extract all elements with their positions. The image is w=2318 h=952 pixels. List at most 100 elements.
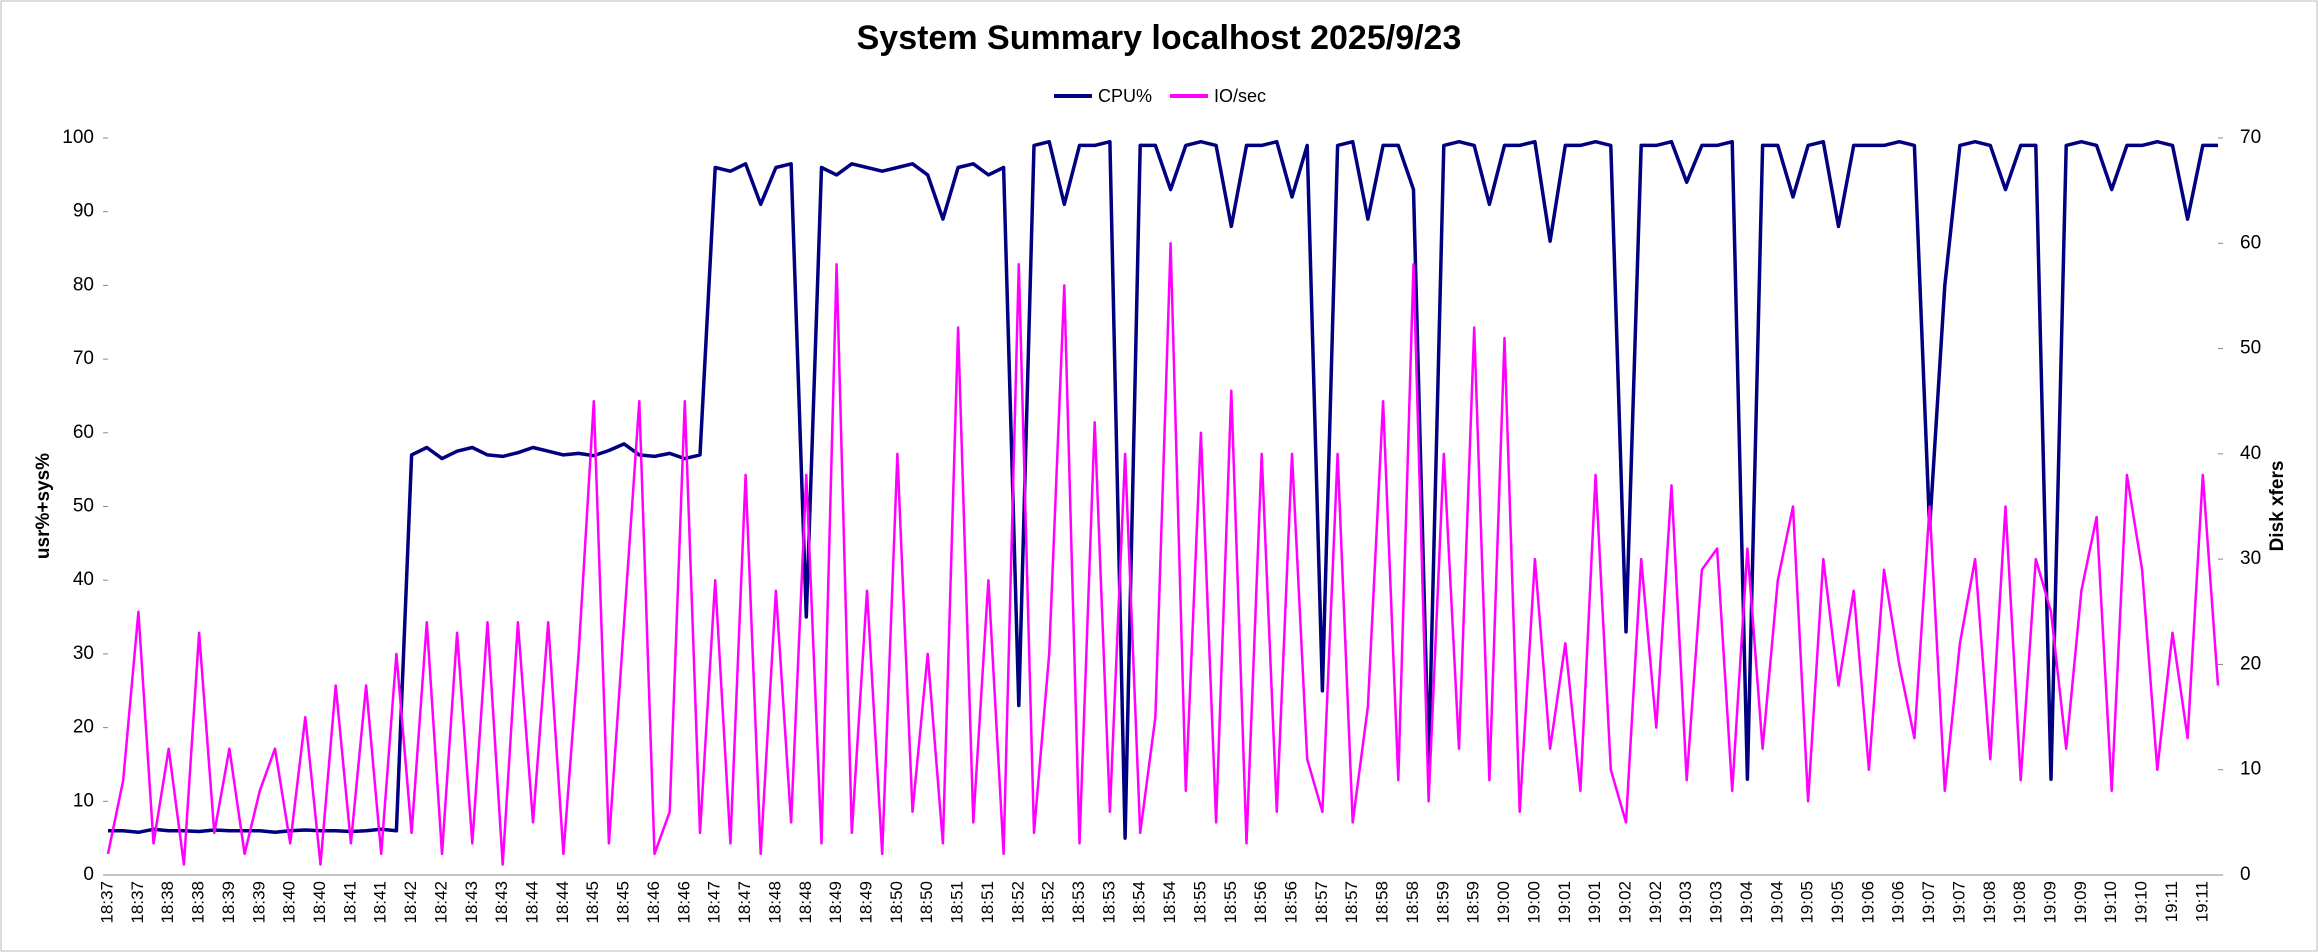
x-tick-label: 18:56 <box>1282 881 1301 924</box>
y2-tick-label: 20 <box>2240 653 2261 674</box>
x-tick-label: 18:46 <box>674 881 693 924</box>
x-tick-label: 19:04 <box>1767 881 1786 924</box>
x-tick-label: 19:09 <box>2041 881 2060 924</box>
x-tick-label: 18:37 <box>128 881 147 924</box>
x-tick-label: 18:58 <box>1403 881 1422 924</box>
x-tick-label: 19:05 <box>1828 881 1847 924</box>
x-tick-label: 18:44 <box>553 881 572 924</box>
x-tick-label: 18:52 <box>1008 881 1027 924</box>
x-tick-label: 19:10 <box>2101 881 2120 924</box>
x-tick-label: 18:59 <box>1464 881 1483 924</box>
x-tick-label: 18:55 <box>1221 881 1240 924</box>
x-tick-label: 18:50 <box>887 881 906 924</box>
x-tick-label: 18:39 <box>249 881 268 924</box>
x-tick-label: 18:49 <box>826 881 845 924</box>
x-tick-label: 18:59 <box>1433 881 1452 924</box>
series-line <box>106 242 2220 866</box>
x-tick-label: 18:41 <box>340 881 359 924</box>
y-tick-label: 100 <box>62 127 94 148</box>
x-tick-label: 18:42 <box>401 881 420 924</box>
x-tick-label: 19:04 <box>1737 881 1756 924</box>
x-tick-label: 18:53 <box>1099 881 1118 924</box>
y2-tick-label: 0 <box>2240 864 2251 885</box>
x-tick-label: 19:06 <box>1889 881 1908 924</box>
x-tick-label: 18:39 <box>219 881 238 924</box>
y-tick-label: 10 <box>73 790 94 811</box>
x-tick-label: 19:11 <box>2162 881 2181 922</box>
x-tick-label: 19:00 <box>1524 881 1543 924</box>
x-tick-label: 19:08 <box>2010 881 2029 924</box>
y-tick-label: 30 <box>73 643 94 664</box>
x-tick-label: 18:48 <box>765 881 784 924</box>
x-tick-label: 18:41 <box>371 881 390 924</box>
series-line <box>108 139 2218 840</box>
plot-area <box>106 139 2220 866</box>
x-tick-label: 18:49 <box>856 881 875 924</box>
legend-label: CPU% <box>1098 86 1152 106</box>
y-tick-label: 20 <box>73 717 94 738</box>
x-tick-label: 18:45 <box>583 881 602 924</box>
x-tick-label: 18:40 <box>280 881 299 924</box>
legend-label: IO/sec <box>1214 86 1266 106</box>
y-tick-label: 80 <box>73 274 94 295</box>
y-axis-title: usr%+sys% <box>33 453 54 559</box>
x-tick-label: 19:07 <box>1949 881 1968 924</box>
x-tick-label: 18:38 <box>189 881 208 924</box>
y-tick-label: 40 <box>73 569 94 590</box>
x-tick-label: 18:40 <box>310 881 329 924</box>
x-tick-label: 19:10 <box>2132 881 2151 924</box>
x-tick-label: 18:58 <box>1373 881 1392 924</box>
x-tick-label: 19:08 <box>1980 881 1999 924</box>
y2-axis-title: Disk xfers <box>2267 461 2288 552</box>
x-tick-label: 18:54 <box>1160 881 1179 924</box>
x-tick-label: 18:48 <box>796 881 815 924</box>
x-tick-label: 18:47 <box>705 881 724 924</box>
x-tick-label: 18:51 <box>978 881 997 924</box>
x-tick-label: 18:50 <box>917 881 936 924</box>
x-tick-label: 19:11 <box>2192 881 2211 922</box>
chart-title: System Summary localhost 2025/9/23 <box>857 19 1462 57</box>
y-tick-label: 70 <box>73 348 94 369</box>
y2-tick-label: 70 <box>2240 127 2261 148</box>
x-tick-label: 18:57 <box>1312 881 1331 924</box>
y2-tick-label: 30 <box>2240 548 2261 569</box>
x-tick-label: 18:42 <box>431 881 450 924</box>
y-tick-label: 60 <box>73 422 94 443</box>
x-tick-label: 18:51 <box>948 881 967 924</box>
x-tick-label: 19:01 <box>1555 881 1574 924</box>
x-tick-label: 18:54 <box>1130 881 1149 924</box>
x-tick-label: 19:02 <box>1646 881 1665 924</box>
y2-tick-label: 40 <box>2240 443 2261 464</box>
x-tick-label: 18:43 <box>492 881 511 924</box>
x-tick-label: 18:44 <box>523 881 542 924</box>
x-tick-label: 18:56 <box>1251 881 1270 924</box>
x-tick-label: 18:57 <box>1342 881 1361 924</box>
x-tick-label: 19:03 <box>1707 881 1726 924</box>
y-tick-label: 50 <box>73 496 94 517</box>
x-tick-label: 19:00 <box>1494 881 1513 924</box>
x-tick-label: 19:05 <box>1798 881 1817 924</box>
x-tick-label: 19:03 <box>1676 881 1695 924</box>
x-tick-label: 19:06 <box>1858 881 1877 924</box>
x-tick-label: 19:09 <box>2071 881 2090 924</box>
x-tick-label: 19:02 <box>1615 881 1634 924</box>
y2-tick-label: 50 <box>2240 338 2261 359</box>
y2-tick-label: 10 <box>2240 759 2261 780</box>
x-tick-label: 18:53 <box>1069 881 1088 924</box>
x-tick-label: 19:07 <box>1919 881 1938 924</box>
x-tick-label: 18:38 <box>158 881 177 924</box>
y-tick-label: 90 <box>73 201 94 222</box>
x-tick-label: 18:52 <box>1039 881 1058 924</box>
axes: 0 10 20 30 40 50 60 70 80 90 100 0 10 20 30 40 50 60 70 18:… <box>62 127 2261 924</box>
x-tick-label: 18:43 <box>462 881 481 924</box>
legend: CPU% IO/sec <box>1054 86 1266 106</box>
x-tick-label: 18:47 <box>735 881 754 924</box>
x-tick-label: 18:55 <box>1190 881 1209 924</box>
x-tick-label: 19:01 <box>1585 881 1604 924</box>
y2-tick-label: 60 <box>2240 232 2261 253</box>
x-tick-label: 18:37 <box>97 881 116 924</box>
x-tick-label: 18:46 <box>644 881 663 924</box>
y-tick-label: 0 <box>83 864 94 885</box>
